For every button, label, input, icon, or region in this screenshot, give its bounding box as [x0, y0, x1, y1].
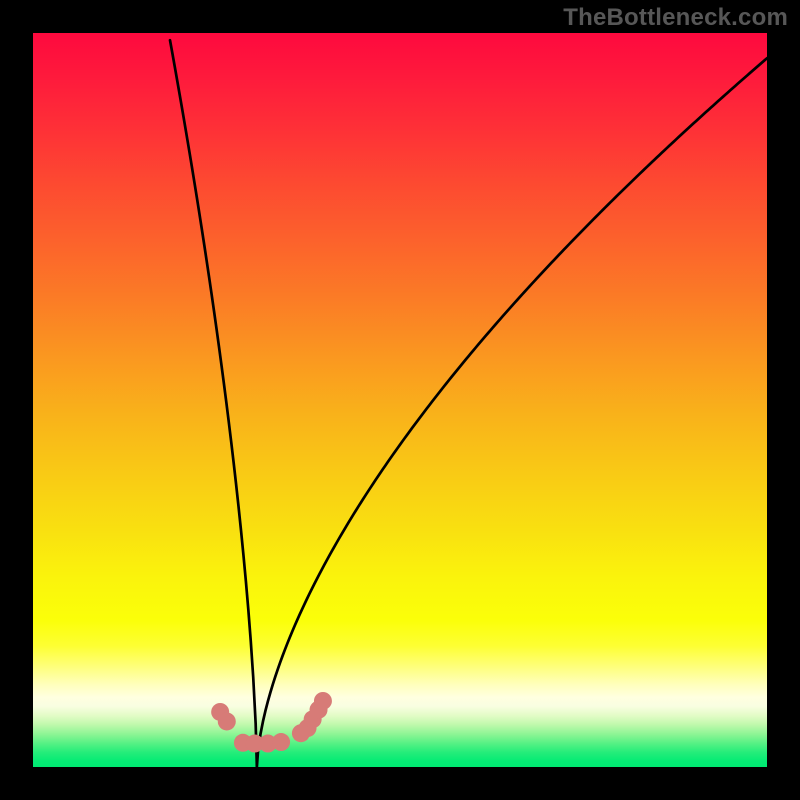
chart-svg	[33, 33, 767, 767]
marker-dot	[272, 733, 290, 751]
chart-root: TheBottleneck.com	[0, 0, 800, 800]
plot-area	[33, 33, 767, 767]
marker-dot	[314, 692, 332, 710]
marker-dot	[218, 712, 236, 730]
watermark-text: TheBottleneck.com	[563, 4, 788, 32]
v-curve	[170, 40, 767, 767]
